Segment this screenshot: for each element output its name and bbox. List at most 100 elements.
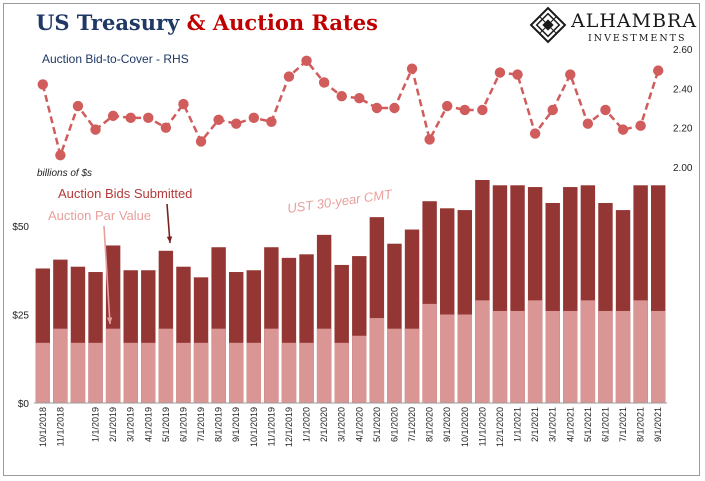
right-tick-label: 2.20 xyxy=(673,124,693,135)
x-tick-label: 7/1/2020 xyxy=(407,407,417,442)
x-tick-label: 11/1/2019 xyxy=(266,407,276,446)
brand-subtitle: INVESTMENTS xyxy=(588,33,687,44)
par-bar xyxy=(387,328,402,403)
x-tick-label: 5/1/2020 xyxy=(372,407,382,442)
par-bar xyxy=(475,300,490,403)
par-bar xyxy=(352,335,367,403)
x-tick-label: 12/1/2020 xyxy=(495,407,505,447)
x-tick-label: 11/1/2020 xyxy=(477,407,487,446)
x-tick-label: 5/1/2019 xyxy=(161,407,171,442)
bid-to-cover-point xyxy=(336,91,347,102)
bid-to-cover-point xyxy=(565,69,576,80)
x-tick-label: 9/1/2020 xyxy=(442,407,452,442)
bid-to-cover-point xyxy=(354,92,365,104)
x-tick-label: 4/1/2019 xyxy=(143,407,153,442)
x-tick-label: 1/1/2021 xyxy=(513,407,523,442)
x-tick-label: 3/1/2020 xyxy=(337,407,347,442)
bid-to-cover-point xyxy=(125,112,136,124)
par-bar xyxy=(510,310,525,403)
par-bar xyxy=(316,328,332,403)
x-tick-label: 11/1/2018 xyxy=(55,407,65,446)
par-bar xyxy=(545,310,560,403)
title-part-1: US Treasury xyxy=(36,10,180,35)
bid-to-cover-point xyxy=(160,122,172,133)
x-tick-label: 2/1/2020 xyxy=(319,407,329,442)
bid-to-cover-point xyxy=(547,104,558,116)
par-bar xyxy=(246,342,262,403)
par-bar xyxy=(158,328,174,403)
brand-name: ALHAMBRA xyxy=(571,10,698,32)
left-tick-label: $0 xyxy=(18,399,30,410)
x-tick-label: 5/1/2021 xyxy=(583,407,593,442)
chart-title: US Treasury & Auction Rates xyxy=(36,10,378,35)
par-bar xyxy=(264,328,279,403)
left-tick-label: $50 xyxy=(12,222,29,233)
par-bar xyxy=(422,303,437,403)
bid-to-cover-point xyxy=(424,134,435,145)
par-bar xyxy=(404,328,420,403)
x-tick-label: 10/1/2019 xyxy=(249,407,259,447)
par-arrow xyxy=(103,225,111,325)
par-bar xyxy=(457,314,473,403)
right-tick-label: 2.60 xyxy=(673,45,693,56)
ust-30yr-cmt-label: UST 30-year CMT xyxy=(286,186,394,216)
par-bar xyxy=(141,342,156,403)
bid-to-cover-point xyxy=(582,118,594,129)
x-tick-label: 3/1/2021 xyxy=(548,407,558,442)
par-bar xyxy=(193,342,209,403)
bid-to-cover-line-layer xyxy=(37,55,664,161)
bid-to-cover-point xyxy=(442,100,453,112)
bid-to-cover-point xyxy=(72,100,84,112)
x-tick-label: 6/1/2020 xyxy=(389,407,399,442)
par-bar xyxy=(211,328,226,403)
x-tick-label: 7/1/2021 xyxy=(618,407,628,442)
par-bar xyxy=(35,342,51,403)
bid-to-cover-point xyxy=(266,116,277,127)
bid-to-cover-point xyxy=(371,102,383,114)
bid-to-cover-point xyxy=(635,120,646,131)
par-value-label: Auction Par Value xyxy=(48,208,151,223)
left-axis-unit-label: billions of $s xyxy=(37,168,92,179)
x-tick-label: 4/1/2020 xyxy=(354,407,364,442)
bids-arrow xyxy=(166,203,171,244)
par-bar xyxy=(228,342,244,403)
x-tick-label: 12/1/2019 xyxy=(284,407,294,447)
bid-to-cover-point xyxy=(90,124,101,135)
left-tick-label: $25 xyxy=(12,311,29,322)
bid-to-cover-point xyxy=(512,69,523,80)
par-bar xyxy=(615,310,631,403)
x-tick-label: 1/1/2020 xyxy=(302,407,312,442)
bid-to-cover-point xyxy=(318,77,330,88)
x-tick-label: 6/1/2021 xyxy=(600,407,610,442)
par-bar xyxy=(633,300,648,403)
bid-to-cover-point xyxy=(55,150,66,161)
x-axis: 10/1/2018 11/1/2018 1/1/2019 2/1/2019 3/1/20… xyxy=(38,407,663,447)
bid-to-cover-point xyxy=(283,71,295,82)
bid-to-cover-point xyxy=(231,118,242,129)
par-bar xyxy=(492,310,508,403)
bids-submitted-label: Auction Bids Submitted xyxy=(58,186,192,201)
bid-to-cover-point xyxy=(494,67,506,78)
par-bar xyxy=(176,342,191,403)
x-tick-label: 4/1/2021 xyxy=(565,407,575,442)
par-bar xyxy=(369,318,385,403)
bid-to-cover-point xyxy=(248,112,259,124)
bid-to-cover-point xyxy=(617,124,629,135)
x-tick-label: 10/1/2018 xyxy=(38,407,48,447)
brand-logo-block: ALHAMBRA INVESTMENTS xyxy=(528,6,696,46)
bars-layer xyxy=(35,179,666,403)
x-tick-label: 2/1/2021 xyxy=(530,407,540,442)
left-axis: $0 $25 $50 billions of $s xyxy=(12,168,92,410)
right-tick-label: 2.00 xyxy=(673,163,693,174)
bid-to-cover-point xyxy=(406,63,418,74)
bid-to-cover-point xyxy=(195,136,207,147)
par-bar xyxy=(105,328,121,403)
alhambra-logo-icon xyxy=(529,6,567,44)
par-arrow-head xyxy=(106,317,113,324)
par-bar xyxy=(527,300,543,403)
bid-to-cover-point xyxy=(389,102,400,114)
title-part-2: & Auction Rates xyxy=(186,10,378,35)
x-tick-label: 7/1/2019 xyxy=(196,407,206,442)
par-bar xyxy=(439,314,455,403)
